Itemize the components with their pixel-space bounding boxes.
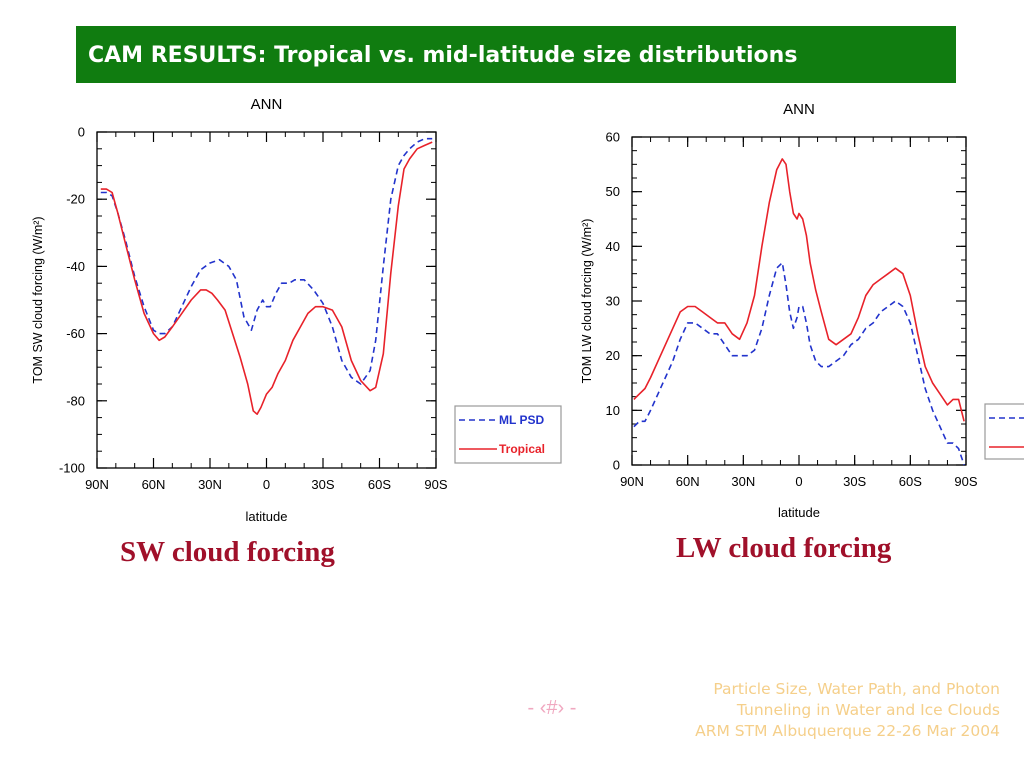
x-tick-label: 30N [198, 477, 222, 492]
sw-caption: SW cloud forcing [120, 536, 335, 569]
page-number: - ‹#› - [522, 695, 582, 721]
x-tick-label: 90N [85, 477, 109, 492]
x-tick-label: 30S [843, 474, 866, 489]
plot-frame [632, 137, 966, 465]
legend-label: Tropical [499, 442, 545, 456]
series-line-ml-psd [101, 139, 432, 384]
legend: ML PSD Tropical [455, 406, 561, 463]
x-tick-label: 60S [899, 474, 922, 489]
footer-line: ARM STM Albuquerque 22-26 Mar 2004 [695, 721, 1000, 742]
chart-title: ANN [783, 101, 815, 118]
sw-cloud-forcing-chart: 90N 60N 30N 0 30S 60S 90S 0 -20 -40 -60 -80 -100 ANN l… [31, 96, 561, 524]
footer-line: Particle Size, Water Path, and Photon [695, 679, 1000, 700]
legend-label: ML PSD [499, 413, 544, 427]
x-tick-label: 60N [676, 474, 700, 489]
y-tick-label: -60 [66, 326, 85, 341]
footer-line: Tunneling in Water and Ice Clouds [695, 700, 1000, 721]
x-tick-label: 30N [731, 474, 755, 489]
x-tick-label: 90S [954, 474, 977, 489]
x-tick-label: 60S [368, 477, 391, 492]
x-tick-label: 90S [424, 477, 447, 492]
y-tick-label: 0 [78, 125, 85, 140]
x-tick-label: 90N [620, 474, 644, 489]
legend-box [985, 404, 1024, 459]
y-axis-label: TOM SW cloud forcing (W/m²) [31, 216, 45, 383]
series-line-tropical [634, 159, 964, 421]
x-tick-label: 30S [311, 477, 334, 492]
x-tick-label: 0 [263, 477, 270, 492]
y-tick-label: 40 [606, 239, 620, 254]
x-axis-label: latitude [778, 505, 820, 520]
y-tick-label: 10 [606, 403, 620, 418]
y-axis-label: TOM LW cloud forcing (W/m²) [580, 219, 594, 384]
series-line-ml-psd [634, 263, 964, 465]
y-tick-label: -40 [66, 259, 85, 274]
lw-cloud-forcing-chart: 90N 60N 30N 0 30S 60S 90S 0 10 20 30 40 50 60 ANN latit… [580, 101, 1024, 520]
x-axis-label: latitude [246, 509, 288, 524]
charts-canvas: 90N 60N 30N 0 30S 60S 90S 0 -20 -40 -60 -80 -100 ANN l… [0, 0, 1024, 768]
y-tick-label: -80 [66, 393, 85, 408]
y-tick-label: 20 [606, 348, 620, 363]
legend [985, 404, 1024, 459]
lw-caption: LW cloud forcing [676, 532, 891, 565]
y-tick-label: 30 [606, 294, 620, 309]
footer-text: Particle Size, Water Path, and Photon Tu… [695, 679, 1000, 742]
chart-title: ANN [251, 96, 283, 113]
y-tick-label: -100 [59, 461, 85, 476]
y-tick-label: -20 [66, 192, 85, 207]
y-tick-label: 60 [606, 130, 620, 145]
y-tick-label: 0 [613, 458, 620, 473]
plot-frame [97, 132, 436, 468]
x-tick-label: 0 [795, 474, 802, 489]
x-tick-label: 60N [142, 477, 166, 492]
y-tick-label: 50 [606, 184, 620, 199]
